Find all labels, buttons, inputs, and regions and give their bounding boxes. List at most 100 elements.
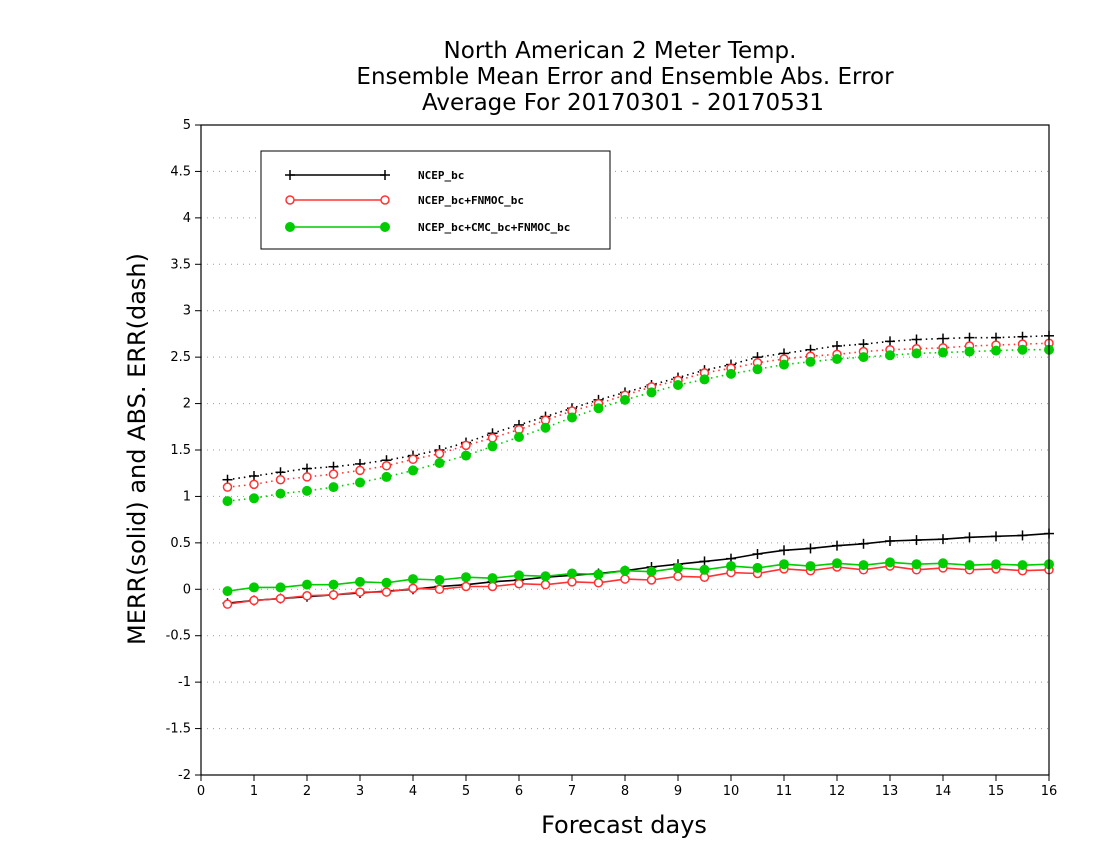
merr-point [832,558,842,569]
legend-label: NCEP_bc+CMC_bc+FNMOC_bc [418,221,570,234]
series-1 [222,338,1054,609]
abs-err-point [911,334,922,345]
abs-err-point [461,450,471,461]
abs-err-point [938,333,948,344]
abs-err-point [275,474,286,485]
abs-err-point [752,364,763,375]
y-axis-ticks: -2 -1.5 -1 -0.5 0 0.5 1 1.5 2 2.5 3 3.5 4 4.5 5 [166,118,201,783]
merr-point [1017,530,1028,541]
chart-title-line-3: Average For 20170301 - 20170531 [422,90,824,116]
abs-err-point [885,350,895,361]
x-tick-label: 13 [882,784,899,799]
abs-err-point [593,403,604,414]
grid-lines [201,170,1049,730]
abs-err-point [381,471,392,482]
merr-point [593,569,604,580]
x-tick-label: 16 [1041,784,1058,799]
y-tick-label: 2.5 [170,350,191,365]
merr-point [911,559,922,570]
abs-err-point [911,348,922,359]
merr-point [991,531,1001,542]
abs-err-point [540,422,551,433]
series-layer [222,330,1054,609]
abs-err-point [858,352,869,363]
abs-err-point [885,336,895,347]
abs-err-point [408,465,418,476]
merr-point [461,572,471,583]
legend-marker [285,222,295,232]
y-tick-label: 3 [183,304,191,319]
y-tick-label: 0 [183,582,191,597]
abs-err-point [355,477,365,488]
abs-err-point [249,493,259,504]
merr-point [938,558,948,569]
abs-err-line [227,342,1050,488]
merr-line [227,561,1050,592]
merr-point [938,534,948,545]
merr-point [699,556,710,567]
x-axis-ticks: 0 1 2 3 4 5 6 7 8 9 10 11 12 13 14 15 16 [197,775,1057,799]
y-tick-label: 2 [183,397,191,412]
merr-point [699,564,710,575]
abs-err-point [964,346,975,357]
abs-err-point [275,488,286,499]
abs-err-point [249,471,259,481]
abs-err-point [461,440,471,451]
merr-point [328,590,339,600]
merr-point [805,561,816,572]
x-tick-label: 12 [829,784,846,799]
merr-point [487,573,498,584]
merr-point [249,595,259,606]
series-0 [222,330,1054,609]
x-tick-label: 3 [356,784,364,799]
merr-point [355,576,365,587]
y-tick-label: 4.5 [170,164,191,179]
legend: NCEP_bc NCEP_bc+FNMOC_bc NCEP_bc+CMC_bc+FN… [260,150,611,250]
x-tick-label: 11 [776,784,793,799]
y-tick-label: 3.5 [170,257,191,272]
abs-err-point [249,479,259,490]
abs-err-point [991,345,1001,356]
legend-marker [380,195,390,205]
merr-point [461,581,471,592]
abs-err-point [487,441,498,452]
legend-marker [285,195,295,205]
abs-err-point [302,485,312,496]
legend-item: NCEP_bc+FNMOC_bc [285,194,524,207]
x-tick-label: 14 [935,784,952,799]
abs-err-line [227,334,1050,481]
y-tick-label: -2 [178,768,191,783]
legend-item: NCEP_bc+CMC_bc+FNMOC_bc [285,221,570,234]
merr-point [779,559,789,570]
merr-point [434,575,445,585]
x-tick-label: 9 [674,784,682,799]
abs-err-point [567,412,577,423]
abs-err-line [227,348,1049,502]
merr-point [514,570,524,581]
x-tick-label: 5 [462,784,470,799]
merr-point [911,535,922,546]
x-tick-label: 6 [515,784,523,799]
merr-point [991,559,1001,570]
abs-err-point [1017,344,1028,355]
merr-point [434,584,445,595]
abs-err-point [408,454,418,465]
merr-point [249,582,259,593]
merr-point [567,577,577,587]
x-tick-label: 10 [723,784,740,799]
merr-point [858,538,869,549]
merr-point [858,560,869,571]
abs-err-point [222,482,233,492]
abs-err-point [328,469,339,479]
merr-point [620,565,630,576]
merr-point [355,587,365,597]
abs-err-point [302,472,312,482]
merr-point [222,599,233,609]
abs-err-point [673,380,683,390]
legend-marker [380,222,390,232]
merr-point [832,540,842,551]
merr-point [275,582,286,593]
abs-err-point [699,374,710,385]
merr-point [381,577,392,588]
